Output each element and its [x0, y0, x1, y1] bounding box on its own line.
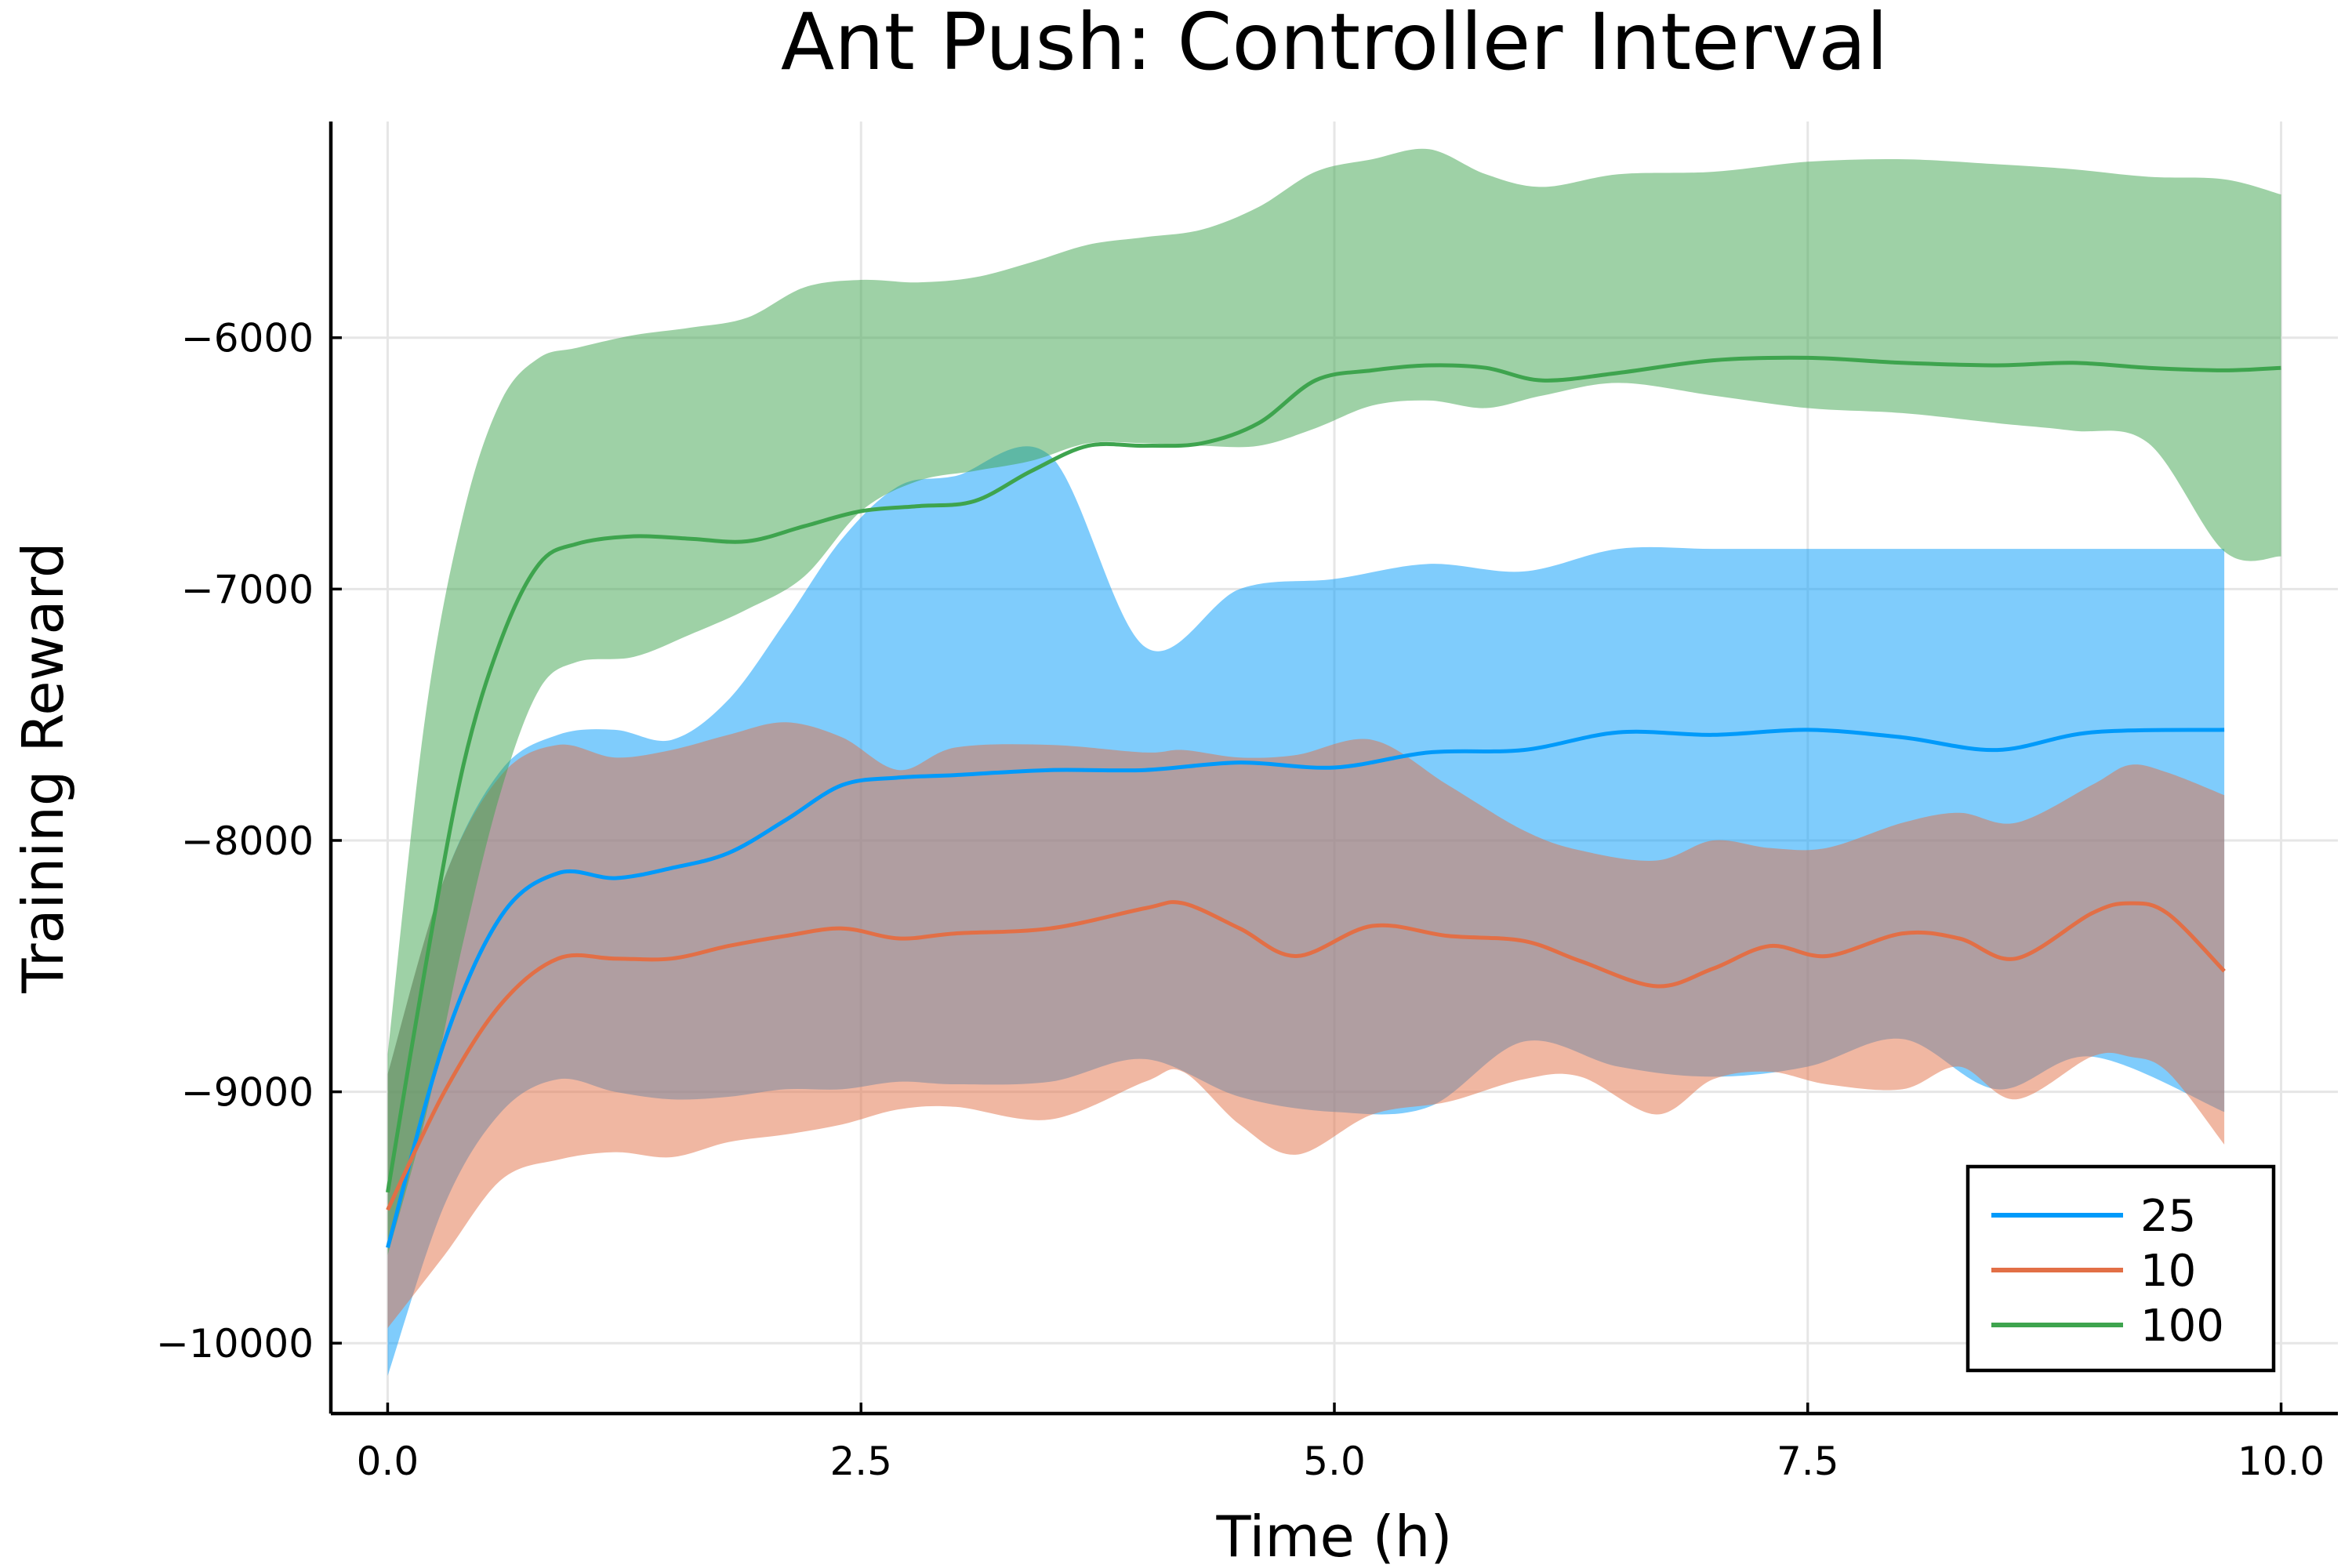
x-tick-label: 2.5 — [829, 1439, 892, 1484]
x-tick-label: 7.5 — [1777, 1439, 1839, 1484]
y-tick-label: −7000 — [181, 567, 314, 612]
line-series-25 — [386, 728, 2225, 1249]
confidence-bands — [387, 148, 2281, 1376]
line-series-10 — [386, 900, 2226, 1211]
legend-label-10: 10 — [2140, 1246, 2196, 1297]
line-series-100 — [386, 355, 2281, 1193]
band-series-10 — [387, 722, 2225, 1328]
chart-title: Ant Push: Controller Interval — [781, 0, 1888, 88]
legend-label-100: 100 — [2140, 1301, 2224, 1352]
y-tick-label: −10000 — [156, 1321, 314, 1367]
y-tick-label: −8000 — [181, 818, 314, 864]
band-series-100 — [387, 148, 2281, 1256]
x-tick-label: 5.0 — [1303, 1439, 1366, 1484]
x-axis-label: Time (h) — [1216, 1504, 1453, 1568]
y-tick-label: −6000 — [181, 316, 314, 361]
series-lines — [386, 355, 2281, 1249]
y-tick-label: −9000 — [181, 1070, 314, 1116]
y-axis-label: Training Reward — [10, 542, 76, 993]
x-tick-label: 10.0 — [2238, 1439, 2325, 1484]
ticks: 0.0 2.5 5.0 7.5 10.0 −10000 −9000 −8000 −7000 −60… — [156, 316, 2325, 1484]
legend-label-25: 25 — [2140, 1191, 2196, 1242]
x-tick-label: 0.0 — [357, 1439, 419, 1484]
